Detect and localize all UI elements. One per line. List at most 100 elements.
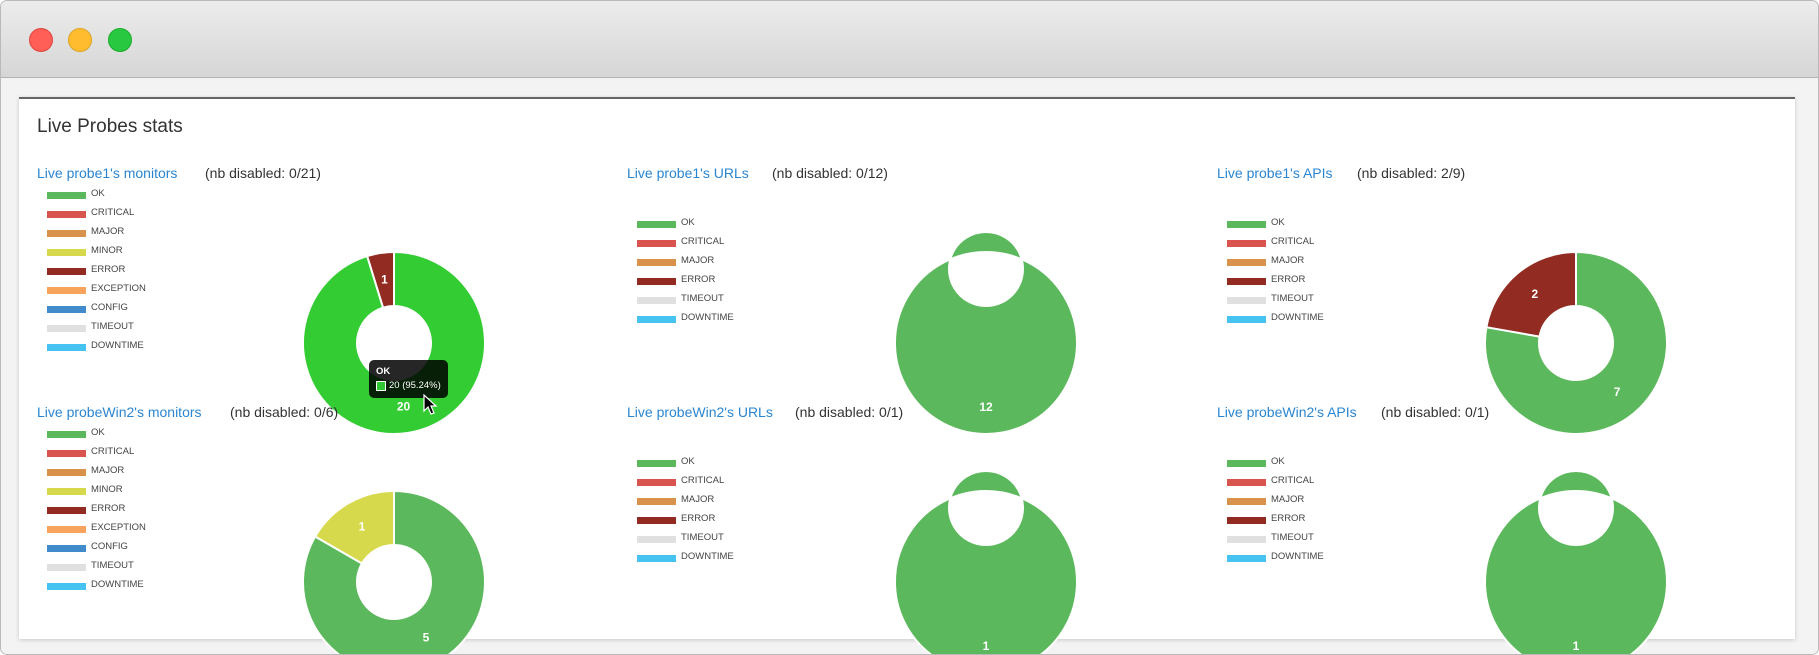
legend-swatch <box>47 488 86 495</box>
legend-swatch <box>1227 278 1266 285</box>
legend-label: MAJOR <box>91 226 125 237</box>
legend-label: ERROR <box>681 513 716 524</box>
slice-value-label: 12 <box>979 400 993 414</box>
legend-swatch <box>637 460 676 467</box>
legend-swatch <box>47 287 86 294</box>
legend-swatch <box>1227 259 1266 266</box>
legend-swatch <box>637 240 676 247</box>
slice-value-label: 1 <box>381 273 388 287</box>
nb-disabled-text: (nb disabled: 0/12) <box>772 165 888 181</box>
donut-slice-error[interactable] <box>1485 250 1577 338</box>
legend-swatch <box>47 545 86 552</box>
legend-label: ERROR <box>91 264 126 275</box>
donut-chart: 20 1 <box>302 250 486 435</box>
legend-swatch <box>637 555 676 562</box>
tooltip-value: 20 (95.24%) <box>389 380 441 391</box>
donut-slice-ok[interactable] <box>893 470 1078 655</box>
legend-swatch <box>47 469 86 476</box>
donut-chart: 72 <box>1484 250 1668 435</box>
chart-title-link[interactable]: Live probe1's URLs <box>627 165 749 181</box>
chart-block-live-probewin2-s-apis: Live probeWin2's APIs (nb disabled: 0/1) O… <box>1217 404 1777 654</box>
legend-swatch <box>637 259 676 266</box>
tooltip-swatch <box>376 381 386 391</box>
legend-swatch <box>637 297 676 304</box>
donut-slice-ok[interactable] <box>893 231 1078 435</box>
donut-chart: 12 <box>893 231 1078 435</box>
legend-label: CONFIG <box>91 302 128 313</box>
legend-label: OK <box>1271 217 1285 228</box>
legend-label: EXCEPTION <box>91 522 146 533</box>
panel-title: Live Probes stats <box>37 116 183 137</box>
slice-value-label: 20 <box>397 399 411 413</box>
legend-swatch <box>637 536 676 543</box>
chart-tooltip: OK 20 (95.24%) <box>369 360 448 398</box>
chart-title-link[interactable]: Live probeWin2's APIs <box>1217 404 1357 420</box>
legend-swatch <box>47 249 86 256</box>
legend-label: ERROR <box>91 503 126 514</box>
legend-label: DOWNTIME <box>91 340 144 351</box>
donut-chart: 1 <box>1483 470 1668 654</box>
close-window-button[interactable] <box>29 28 53 52</box>
legend-label: CONFIG <box>91 541 128 552</box>
legend-label: ERROR <box>1271 513 1306 524</box>
legend-swatch <box>1227 221 1266 228</box>
legend-label: MINOR <box>91 484 123 495</box>
legend-label: DOWNTIME <box>1271 312 1324 323</box>
chart-block-live-probe1-s-apis: Live probe1's APIs (nb disabled: 2/9) OK CR… <box>1217 165 1777 435</box>
nb-disabled-text: (nb disabled: 0/6) <box>230 404 339 420</box>
chart-title-link[interactable]: Live probe1's APIs <box>1217 165 1333 181</box>
chart-title-link[interactable]: Live probeWin2's URLs <box>627 404 773 420</box>
donut-slice-minor[interactable] <box>313 489 395 565</box>
legend-label: CRITICAL <box>91 207 135 218</box>
legend-label: TIMEOUT <box>681 293 724 304</box>
nb-disabled-text: (nb disabled: 2/9) <box>1357 165 1466 181</box>
donut-slice-ok[interactable] <box>1484 250 1668 435</box>
chart-block-live-probe1-s-urls: Live probe1's URLs (nb disabled: 0/12) OK C… <box>627 165 1187 435</box>
slice-value-label: 7 <box>1614 385 1621 399</box>
donut-chart: 51 <box>302 489 486 654</box>
legend-label: DOWNTIME <box>681 312 734 323</box>
donut-slice-ok[interactable] <box>302 489 486 655</box>
legend-label: OK <box>681 456 695 467</box>
slice-value-label: 5 <box>423 630 430 644</box>
legend-swatch <box>47 564 86 571</box>
slice-value-label: 1 <box>983 639 990 653</box>
legend-swatch <box>637 498 676 505</box>
legend-swatch <box>1227 536 1266 543</box>
legend-swatch <box>637 479 676 486</box>
minimize-window-button[interactable] <box>68 28 92 52</box>
mouse-cursor-icon <box>423 394 438 415</box>
legend-swatch <box>47 211 86 218</box>
slice-value-label: 1 <box>1573 639 1580 653</box>
legend-swatch <box>1227 498 1266 505</box>
legend-label: TIMEOUT <box>1271 293 1314 304</box>
legend-swatch <box>47 450 86 457</box>
maximize-window-button[interactable] <box>108 28 132 52</box>
chart-title-link[interactable]: Live probe1's monitors <box>37 165 178 181</box>
legend-label: TIMEOUT <box>681 532 724 543</box>
legend-label: MAJOR <box>1271 255 1305 266</box>
legend-label: TIMEOUT <box>91 560 134 571</box>
legend-label: OK <box>681 217 695 228</box>
donut-slice-ok[interactable] <box>1483 470 1668 655</box>
legend-label: MAJOR <box>1271 494 1305 505</box>
legend-label: CRITICAL <box>91 446 135 457</box>
legend-swatch <box>47 583 86 590</box>
legend-label: ERROR <box>1271 274 1306 285</box>
legend-swatch <box>47 526 86 533</box>
legend-label: ERROR <box>681 274 716 285</box>
chart-title-link[interactable]: Live probeWin2's monitors <box>37 404 202 420</box>
tooltip-row: 20 (95.24%) <box>376 379 441 393</box>
legend-swatch <box>47 192 86 199</box>
legend-label: CRITICAL <box>681 475 725 486</box>
legend-swatch <box>1227 316 1266 323</box>
legend-swatch <box>47 325 86 332</box>
legend-swatch <box>47 306 86 313</box>
legend-swatch <box>637 278 676 285</box>
donut-chart: 1 <box>893 470 1078 654</box>
legend-swatch <box>637 517 676 524</box>
nb-disabled-text: (nb disabled: 0/1) <box>795 404 904 420</box>
donut-slice-error[interactable] <box>365 250 395 309</box>
legend-label: MAJOR <box>91 465 125 476</box>
